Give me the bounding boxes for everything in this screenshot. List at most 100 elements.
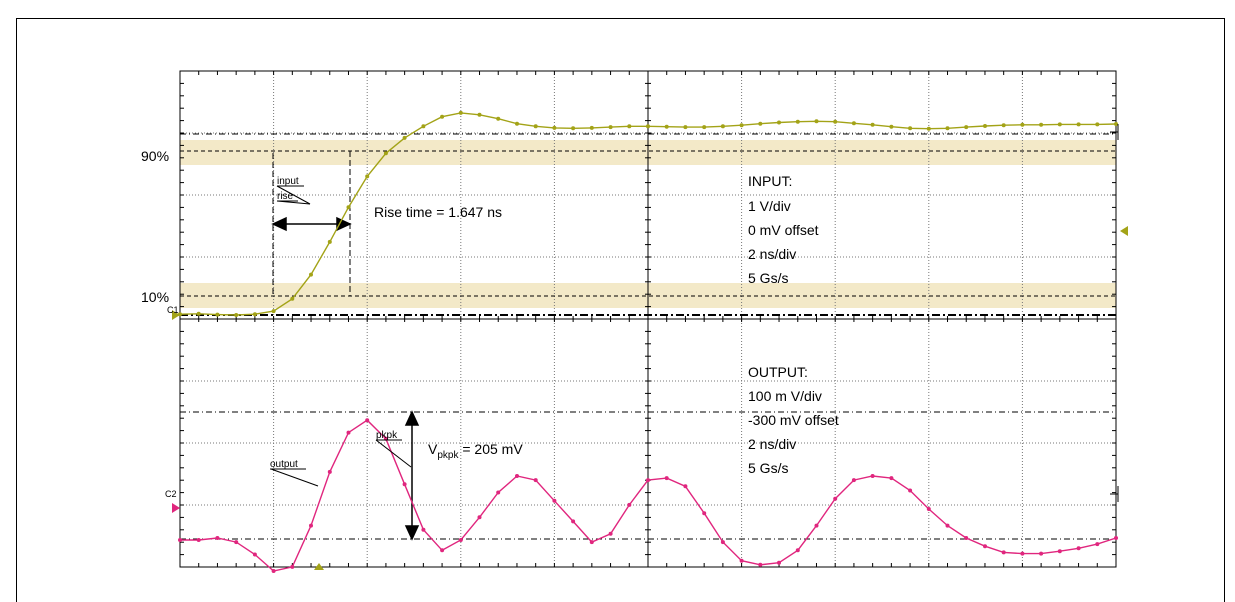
data-point [795,548,800,553]
data-point [1039,551,1044,556]
plot-border [179,70,1117,568]
data-point [833,119,838,124]
data-point [1114,536,1118,540]
data-point [252,312,257,317]
data-point [683,125,688,130]
data-point [646,478,650,483]
data-point [1020,551,1025,556]
data-point [196,538,201,542]
output-leader [270,468,319,487]
graticule [180,71,1116,567]
data-point [683,484,688,489]
pkpk-leader [375,439,412,468]
data-point [234,540,239,545]
rise-time-arrow [271,216,352,232]
data-point [983,544,987,549]
data-point [1020,122,1025,127]
data-point [327,239,332,244]
data-point [814,523,819,528]
data-point [271,569,276,573]
data-point [889,124,894,129]
data-point [664,124,669,129]
data-point [309,272,313,277]
data-point [964,125,969,130]
data-point [720,540,725,545]
data-point [608,531,613,536]
data-point [926,126,931,131]
data-point [178,538,182,542]
data-point [1057,122,1062,127]
vpkpk-label: Vpkpk = 205 mV [428,441,523,461]
data-point [552,498,557,503]
output-settings-line: OUTPUT: [748,364,808,380]
trigger-time-marker [314,563,324,570]
data-point [702,511,707,516]
data-point [1076,546,1081,551]
ch1-offset-marker [172,310,180,320]
data-point [777,120,781,125]
data-point [795,119,800,124]
data-point [1057,549,1062,554]
data-point [290,564,295,569]
data-point [533,478,538,483]
data-point [739,123,744,128]
data-point [215,312,220,317]
data-point [851,121,856,126]
data-point [1039,122,1044,127]
data-point [720,124,725,129]
data-point [421,527,426,532]
data-point [646,124,650,129]
data-point [402,135,407,140]
trace-terminators [1110,124,1119,502]
data-point [290,296,295,301]
data-point [1114,122,1118,126]
data-point [589,540,594,545]
input-leader [276,185,311,205]
data-point [627,502,632,507]
data-point [271,309,276,314]
input-settings-line: 2 ns/div [748,246,796,262]
data-point [1095,542,1100,547]
data-point [589,125,594,130]
input-settings: INPUT: 1 V/div 0 mV offset 2 ns/div 5 Gs… [748,173,819,286]
data-point [440,548,445,553]
rise-time-label: Rise time = 1.647 ns [374,204,502,220]
data-point [758,121,763,126]
data-point [777,560,781,565]
output-settings-line: 2 ns/div [748,436,796,452]
data-point [814,119,819,124]
data-point [402,482,407,487]
channel-2-label: C2 [165,489,177,499]
data-point [739,558,744,563]
data-point [964,536,969,540]
data-point [458,538,463,542]
data-point [1001,123,1006,128]
data-point [533,124,538,129]
data-point [908,488,913,493]
input-tag: input [277,176,299,187]
input-settings-line: INPUT: [748,173,792,189]
data-point [196,311,201,316]
data-point [215,536,220,540]
data-point [945,126,950,131]
data-point [458,110,463,115]
data-point [758,562,763,567]
data-point [365,174,370,179]
data-point [383,151,388,156]
output-tag: output [270,459,298,470]
data-point [983,124,987,128]
data-point [851,478,856,483]
data-point [477,515,482,520]
data-point [870,474,875,478]
data-point [496,116,501,121]
input-settings-line: 0 mV offset [748,222,819,238]
vpkpk-arrow [404,410,420,541]
data-point [664,476,669,481]
pkpk-tag: pkpk [376,430,398,441]
output-settings: OUTPUT: 100 m V/div -300 mV offset 2 ns/… [748,364,839,476]
data-point [608,125,613,130]
data-point [627,124,632,129]
data-point [889,476,894,481]
input-settings-line: 5 Gs/s [748,270,788,286]
